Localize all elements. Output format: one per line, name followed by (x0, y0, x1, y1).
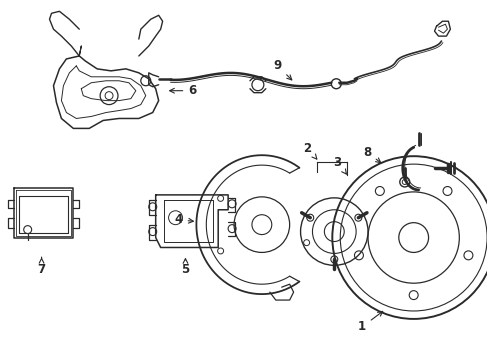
Text: 8: 8 (362, 146, 380, 163)
Text: 4: 4 (174, 213, 193, 226)
Text: 1: 1 (357, 311, 382, 333)
Text: 3: 3 (332, 156, 346, 174)
Text: 2: 2 (303, 142, 316, 159)
Text: 6: 6 (169, 84, 196, 97)
Text: 5: 5 (181, 258, 189, 276)
Text: 9: 9 (273, 59, 291, 80)
Text: 7: 7 (38, 257, 45, 276)
